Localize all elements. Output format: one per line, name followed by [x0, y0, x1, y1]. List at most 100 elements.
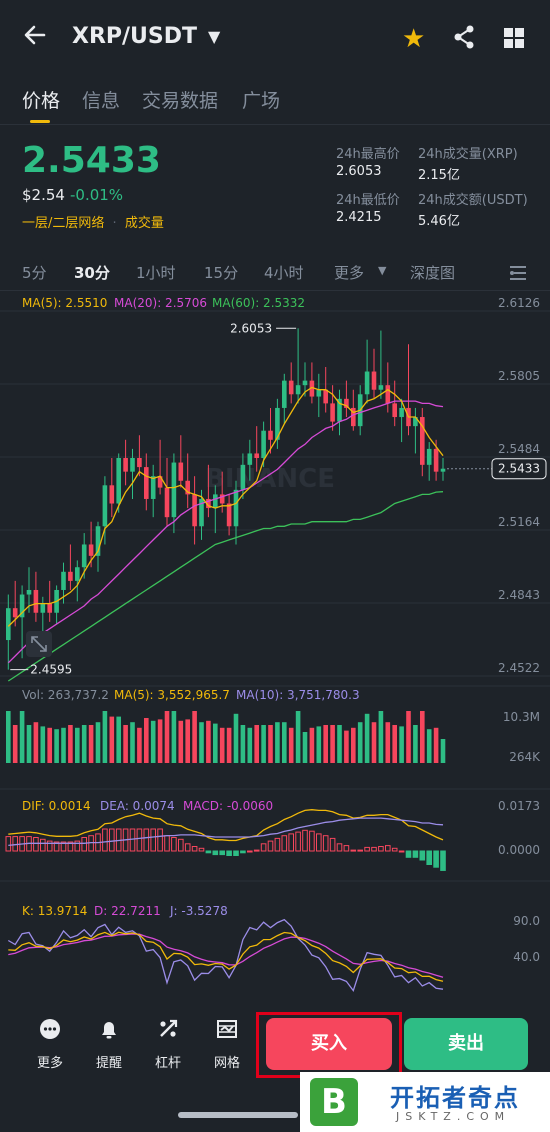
- star-icon[interactable]: ★: [402, 24, 426, 54]
- volume-bar: [54, 729, 59, 763]
- high-value: 2.6053: [336, 164, 382, 179]
- candle: [61, 571, 66, 590]
- tab-square[interactable]: 广场: [242, 90, 281, 112]
- macd-bar: [136, 828, 143, 852]
- kline-chart[interactable]: 2.6126 2.5805 2.5484 2.5164 2.4843 2.4522 BINA…: [0, 291, 550, 1001]
- grid-label: 网格: [213, 1056, 240, 1071]
- candle: [233, 489, 239, 527]
- volume-bar: [288, 727, 294, 763]
- interval-more[interactable]: 更多: [334, 264, 365, 282]
- more-button[interactable]: 更多: [28, 1018, 72, 1071]
- alert-button[interactable]: 提醒: [87, 1018, 131, 1071]
- macd-bar: [405, 850, 412, 858]
- volume-bar: [413, 725, 418, 763]
- interval-15m[interactable]: 15分: [204, 264, 239, 282]
- interval-5m[interactable]: 5分: [22, 264, 47, 282]
- volume-bar: [219, 727, 225, 763]
- interval-depth[interactable]: 深度图: [410, 264, 456, 282]
- macd-bar: [364, 846, 370, 852]
- top-header: XRP/USDT ▼ ★: [0, 0, 550, 80]
- candle: [157, 476, 163, 488]
- volume-bar: [426, 729, 432, 763]
- percent-icon: [146, 1018, 190, 1046]
- candle: [192, 494, 197, 527]
- candle: [309, 380, 315, 397]
- low-label: 24h最低价: [336, 193, 400, 208]
- interval-1h[interactable]: 1小时: [136, 264, 176, 282]
- j-legend: J: -3.5278: [169, 904, 228, 918]
- volume-bar: [420, 711, 425, 763]
- back-arrow-icon[interactable]: [22, 22, 52, 52]
- volume-bar: [171, 711, 177, 763]
- volume-bar: [95, 722, 101, 763]
- candle: [47, 603, 52, 613]
- candle: [213, 494, 218, 509]
- tab-trading-data[interactable]: 交易数据: [142, 90, 219, 112]
- candle: [226, 503, 232, 527]
- candle: [337, 398, 342, 422]
- tab-info[interactable]: 信息: [82, 90, 121, 112]
- volume-bar: [357, 722, 363, 763]
- grid-trading-button[interactable]: 网格: [205, 1018, 249, 1071]
- macd-bar: [309, 830, 315, 852]
- share-icon[interactable]: [452, 24, 478, 54]
- volume-bar: [275, 722, 280, 763]
- candle: [123, 458, 128, 472]
- macd-bar: [157, 828, 163, 852]
- interval-4h[interactable]: 4小时: [264, 264, 304, 282]
- chart-settings-icon[interactable]: [508, 264, 528, 286]
- candle: [364, 371, 370, 395]
- d-legend: D: 22.7211: [94, 904, 161, 918]
- candle: [302, 380, 308, 386]
- volume-bar: [6, 711, 11, 763]
- macd-bar: [260, 843, 267, 852]
- macd-bar: [102, 828, 108, 852]
- caret-down-icon[interactable]: ▼: [378, 264, 387, 277]
- grid-icon[interactable]: [504, 28, 524, 48]
- tag-volume[interactable]: 成交量: [124, 216, 164, 231]
- tag-layer-network[interactable]: 一层/二层网络: [22, 216, 105, 231]
- volume-tick-label: 10.3M: [503, 710, 540, 724]
- interval-bar: 5分 30分 1小时 15分 4小时 更多 ▼ 深度图: [0, 262, 550, 286]
- volume-bar: [364, 713, 370, 763]
- chevron-down-icon[interactable]: ▼: [208, 27, 221, 46]
- sell-button[interactable]: 卖出: [404, 1018, 528, 1070]
- buy-button[interactable]: 买入: [266, 1018, 392, 1070]
- interval-30m[interactable]: 30分: [74, 264, 110, 282]
- macd-bar: [178, 838, 184, 852]
- candle: [288, 380, 294, 395]
- leverage-button[interactable]: 杠杆: [146, 1018, 190, 1071]
- home-indicator[interactable]: [178, 1112, 298, 1118]
- volume-bar: [323, 725, 328, 763]
- candle: [323, 389, 328, 404]
- candle: [109, 485, 115, 504]
- volume-bar: [164, 711, 170, 763]
- tab-price[interactable]: 价格: [22, 90, 61, 112]
- volume-bar: [282, 722, 287, 763]
- volume-legend: Vol: 263,737.2: [22, 688, 109, 702]
- candle: [164, 487, 170, 518]
- volume-bar: [157, 719, 163, 763]
- volume-bar: [102, 711, 108, 763]
- volume-bar: [199, 722, 204, 763]
- kdj-tick-label: 40.0: [513, 950, 540, 964]
- candle: [178, 462, 184, 481]
- macd-bar: [288, 833, 294, 852]
- macd-bar: [74, 840, 81, 852]
- macd-bar: [60, 841, 67, 852]
- macd-tick-label: 0.0000: [498, 843, 540, 857]
- pair-title[interactable]: XRP/USDT: [72, 24, 198, 49]
- divider: [0, 290, 550, 291]
- more-dots-icon: [28, 1018, 72, 1046]
- macd-bar: [274, 837, 281, 852]
- macd-bar: [433, 850, 439, 868]
- macd-bar: [53, 841, 60, 852]
- macd-bar: [398, 850, 405, 853]
- macd-bar: [440, 850, 446, 871]
- macd-legend: MACD: -0.0060: [183, 799, 273, 813]
- candle: [344, 398, 349, 408]
- macd-bar: [67, 841, 74, 852]
- ma60-legend: MA(60): 2.5332: [212, 296, 305, 310]
- divider: [0, 124, 550, 125]
- volume-bar: [123, 725, 128, 763]
